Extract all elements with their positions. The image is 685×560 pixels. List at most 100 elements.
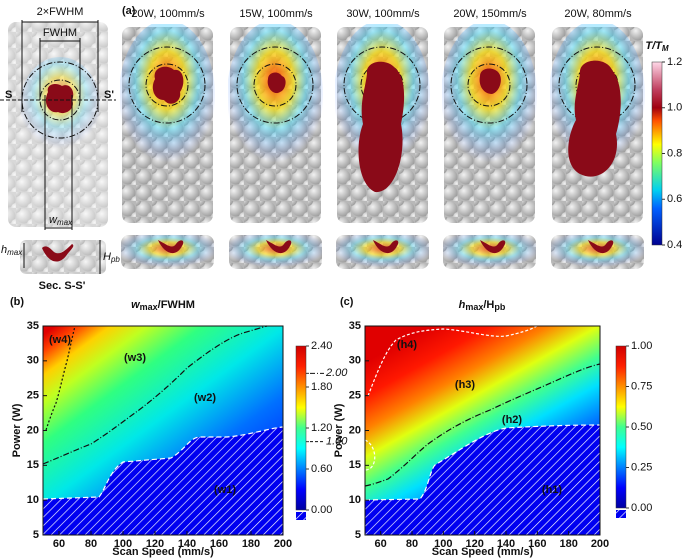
label: 2×FWHM <box>37 6 84 18</box>
x-tick-label: 200 <box>591 538 609 550</box>
title-sub: pb <box>494 302 505 312</box>
x-tick-label: 180 <box>559 538 577 550</box>
caption: Sec. S-S' <box>39 280 86 292</box>
title-sub: max <box>140 302 158 312</box>
x-tick-label: 100 <box>114 538 132 550</box>
colorbar-tick-label: 0.8 <box>667 147 682 159</box>
render <box>120 24 215 224</box>
label-sub: max <box>57 218 73 227</box>
colorbar-tick-label: 0.60 <box>311 463 332 475</box>
melt-pool <box>568 60 621 177</box>
label-main: h <box>1 244 7 256</box>
label-sub: max <box>7 248 23 257</box>
colorbar-tick-label: 1.20 <box>311 422 332 434</box>
x-tick-label: 200 <box>274 538 292 550</box>
charts: (b) wmax/FWHM(w1)(w2)(w3)(w4)60 80 100 120 14… <box>10 296 652 558</box>
region-label: (w1) <box>214 484 236 496</box>
x-tick-label: 160 <box>528 538 546 550</box>
title-main: w <box>131 299 141 311</box>
x-tick-label: 60 <box>375 538 387 550</box>
x-tick-label: 80 <box>406 538 418 550</box>
y-tick-label: 30 <box>27 355 39 367</box>
y-tick-label: 10 <box>27 494 39 506</box>
region-label: (h2) <box>502 414 523 426</box>
column-title: 20W, 150mm/s <box>453 8 527 20</box>
region-label: (w2) <box>194 392 216 404</box>
section <box>551 235 644 269</box>
section <box>443 235 536 269</box>
colorbar-tick-label: 0.4 <box>667 239 682 251</box>
colorbar-tick-label: 2.40 <box>311 340 332 352</box>
label: S' <box>104 89 114 101</box>
region-label: (w3) <box>124 352 146 364</box>
title-main: h <box>459 299 466 311</box>
region-label: (h3) <box>455 379 476 391</box>
melt-pool <box>267 72 286 94</box>
label: hmax <box>1 244 23 257</box>
column-title: 15W, 100mm/s <box>239 8 313 20</box>
melt-pool <box>479 68 501 94</box>
x-tick-label: 160 <box>210 538 228 550</box>
y-tick-label: 5 <box>355 529 361 541</box>
label: S <box>5 89 12 101</box>
contour-line <box>364 363 601 487</box>
region-label: (h4) <box>397 339 418 351</box>
panel-label: (a) <box>122 5 136 17</box>
title-main: T/T <box>645 40 663 52</box>
section-pool <box>158 240 184 254</box>
y-tick-label: 35 <box>27 320 39 332</box>
colorbar-title: T/TM <box>645 40 669 53</box>
contour-boundary <box>42 426 284 500</box>
y-tick-label: 25 <box>27 390 39 402</box>
colorbar-tick-label: 0.00 <box>311 504 332 516</box>
y-tick-label: 35 <box>349 320 361 332</box>
x-axis-label: Scan Speed (mm/s) <box>432 546 534 558</box>
contour-line <box>42 325 268 465</box>
x-tick-label: 80 <box>85 538 97 550</box>
x-tick-label: 120 <box>465 538 483 550</box>
label-sub: pb <box>110 255 120 264</box>
title-sub: M <box>662 44 669 53</box>
contour-line <box>364 325 538 471</box>
hatched-region <box>365 425 600 535</box>
colorbar-tick-label: 2.00 <box>325 367 348 379</box>
x-tick-label: 180 <box>242 538 260 550</box>
section <box>121 235 214 269</box>
section-pool <box>480 240 506 254</box>
column-title: 20W, 100mm/s <box>131 8 205 20</box>
colorbar <box>295 345 307 511</box>
column-title: 30W, 100mm/s <box>346 8 420 20</box>
section-pool <box>588 240 614 254</box>
y-tick-label: 15 <box>27 459 39 471</box>
section <box>229 235 322 269</box>
y-tick-label: 20 <box>27 424 39 436</box>
colorbar-tick-label: 0.6 <box>667 193 682 205</box>
colorbar-tick-label: 1.00 <box>326 436 348 448</box>
colorbar-tick-label: 1.0 <box>667 102 682 114</box>
y-tick-label: 30 <box>349 355 361 367</box>
colorbar-tick-label: 1.2 <box>667 56 682 68</box>
hatched-region <box>43 427 283 535</box>
column-title: 20W, 80mm/s <box>564 8 632 20</box>
title-rest: /H <box>483 299 494 311</box>
render <box>228 24 323 224</box>
colorbar-tick-label: 0.25 <box>631 461 652 473</box>
label-main: w <box>49 214 58 226</box>
y-tick-label: 10 <box>349 494 361 506</box>
section <box>336 235 429 269</box>
render <box>442 24 537 224</box>
colorbar-hatch <box>296 512 306 520</box>
colorbar-tick-label: 1.80 <box>311 381 332 393</box>
x-tick-label: 60 <box>53 538 65 550</box>
melt-pool <box>45 84 74 114</box>
contour-line <box>45 325 76 431</box>
colorbar-tick-label: 0.50 <box>631 421 652 433</box>
colorbar <box>615 345 627 509</box>
colorbar-hatch <box>616 510 626 518</box>
colorbar-tick-label: 0.75 <box>631 380 652 392</box>
x-tick-label: 100 <box>434 538 452 550</box>
melt-pool <box>152 66 184 104</box>
section-pool <box>373 240 399 254</box>
y-tick-label: 20 <box>349 424 361 436</box>
